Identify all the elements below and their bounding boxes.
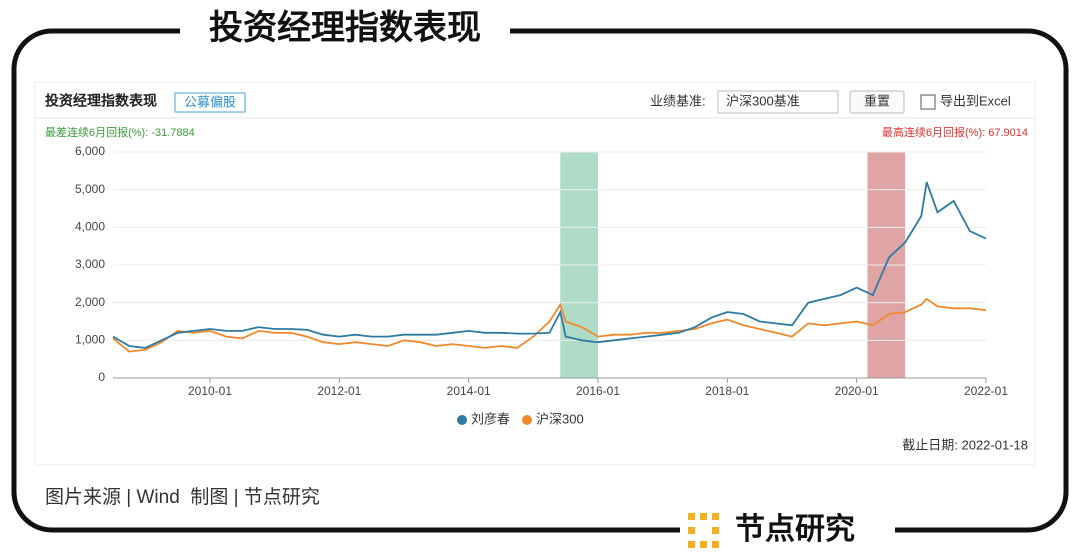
y-tick-label: 3,000	[75, 257, 105, 271]
y-tick-label: 1,000	[75, 333, 105, 347]
x-tick-label: 2022-01	[964, 384, 1008, 398]
legend-label: 沪深300	[536, 411, 584, 426]
x-tick-label: 2010-01	[188, 384, 232, 398]
frame	[11, 28, 1069, 533]
legend-marker	[457, 415, 467, 425]
series-line	[112, 181, 987, 349]
worst-return: 最差连续6月回报(%): -31.7884	[45, 125, 195, 139]
legend-label: 刘彦春	[471, 411, 510, 426]
x-tick-label: 2016-01	[576, 384, 620, 398]
x-tick-label: 2014-01	[447, 384, 491, 398]
benchmark-label: 业绩基准:	[650, 93, 706, 108]
excel-icon	[920, 94, 936, 110]
title-bg	[180, 8, 510, 52]
reset-button[interactable]	[849, 90, 905, 114]
export-button[interactable]: 导出到Excel	[940, 93, 1011, 108]
y-tick-label: 2,000	[75, 295, 105, 309]
tag-box	[174, 92, 246, 113]
best-return: 最高连续6月回报(%): 67.9014	[882, 125, 1028, 139]
panel-title: 投资经理指数表现	[45, 93, 157, 109]
logo-icon	[688, 513, 719, 548]
y-tick-label: 0	[98, 370, 105, 384]
legend-marker	[522, 415, 533, 425]
benchmark-value: 沪深300基准	[726, 93, 800, 108]
y-tick-label: 4,000	[75, 220, 105, 234]
page-title: 投资经理指数表现	[209, 9, 481, 47]
benchmark-select[interactable]	[717, 90, 839, 114]
logo-text: 节点研究	[735, 512, 855, 546]
reset-label: 重置	[864, 93, 890, 108]
source: 图片来源 | Wind 制图 | 节点研究	[45, 486, 320, 508]
series-line	[112, 297, 987, 353]
y-tick-label: 6,000	[75, 144, 105, 158]
plot: 0 1,000 2,000 3,000 4,000 5,000 6,000 2010-01 20…	[75, 144, 1008, 426]
tag: 公募偏股	[184, 94, 236, 109]
y-tick-label: 5,000	[75, 182, 105, 196]
x-tick-label: 2012-01	[317, 384, 361, 398]
as-of-date: 截止日期: 2022-01-18	[902, 437, 1028, 452]
x-tick-label: 2018-01	[705, 384, 749, 398]
x-tick-label: 2020-01	[835, 384, 879, 398]
